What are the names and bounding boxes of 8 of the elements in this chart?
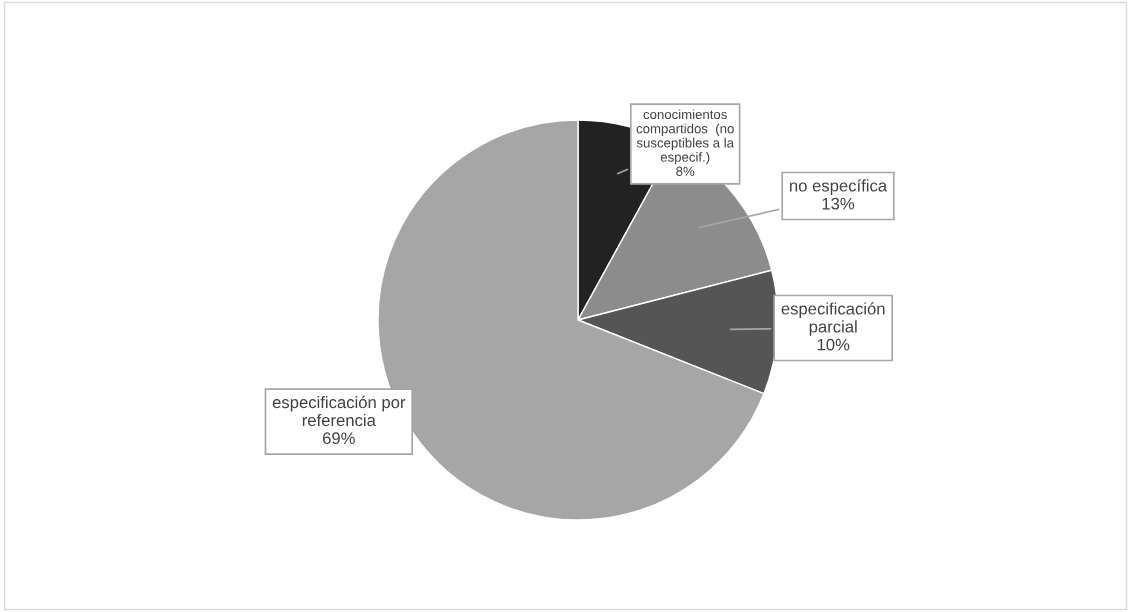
- slice-label: especificación parcial: [781, 302, 885, 336]
- data-label: 13%: [822, 197, 855, 210]
- slice-label: especificación por referencia: [272, 395, 406, 427]
- slice-label: conocimientos compartidos (no susceptibles a la especif.): [636, 109, 734, 165]
- data-label: 69%: [322, 432, 355, 445]
- data-label: 8%: [676, 166, 695, 176]
- data-label: 10%: [817, 338, 850, 351]
- slice-label: no específica: [790, 179, 888, 195]
